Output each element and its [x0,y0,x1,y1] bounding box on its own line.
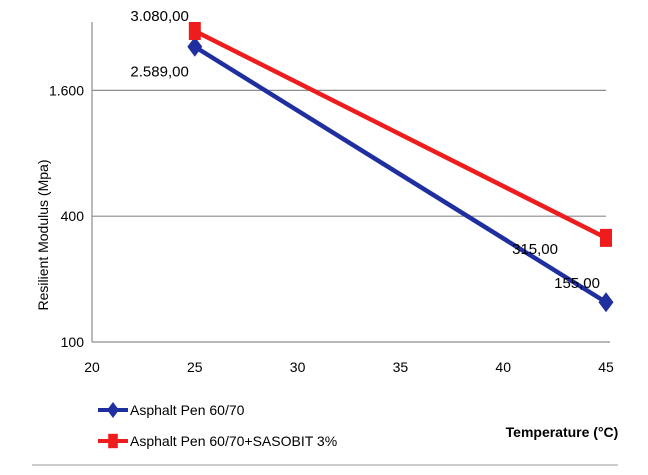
data-labels: 2.589,00 155,00 3.080,00 315,00 [130,8,600,292]
axes [91,22,610,343]
series-line-asphalt-sasobit [193,28,608,240]
data-label: 155,00 [554,275,600,292]
square-marker [108,433,118,449]
series-line-asphalt [193,44,608,305]
x-tick-label: 30 [290,359,306,375]
y-axis-label: Resilient Modulus (Mpa) [35,160,51,311]
x-tick-label: 20 [84,359,100,375]
legend-entry: Asphalt Pen 60/70+SASOBIT 3% [130,433,337,449]
x-tick-labels: 20 25 30 35 40 45 [84,359,614,375]
x-tick-label: 40 [495,359,511,375]
y-tick-label: 1.600 [49,82,84,98]
diamond-marker [107,402,119,418]
y-tick-labels: 100 400 1.600 [49,82,84,350]
x-axis-label: Temperature (°C) [506,424,619,440]
data-label: 3.080,00 [130,8,188,25]
legend: Asphalt Pen 60/70 Asphalt Pen 60/70+SASOB… [98,402,337,449]
y-tick-label: 400 [61,208,85,224]
y-tick-label: 100 [61,334,85,350]
diamond-marker [187,36,203,57]
x-tick-label: 45 [598,359,614,375]
legend-entry: Asphalt Pen 60/70 [130,402,245,418]
data-label: 315,00 [512,241,558,258]
square-marker [600,228,612,247]
x-tick-label: 25 [187,359,203,375]
grid-lines [92,89,606,217]
square-marker [188,21,201,40]
x-tick-label: 35 [393,359,409,375]
data-label: 2.589,00 [130,64,188,81]
series-lines [187,21,614,313]
diamond-marker [598,292,614,313]
